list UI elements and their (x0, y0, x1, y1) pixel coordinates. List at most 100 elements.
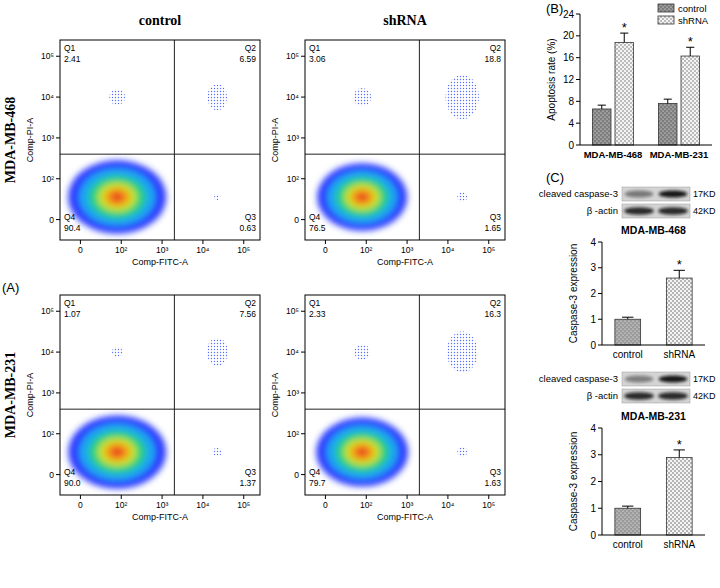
category-label: MDA-MB-468 (584, 149, 643, 160)
loading-band (658, 392, 688, 400)
quadrant-name: Q1 (309, 298, 321, 308)
quadrant-value: 2.41 (64, 54, 81, 64)
x-tick-label: 10² (115, 500, 127, 510)
y-tick-label: 8 (568, 96, 574, 107)
density-level (68, 415, 166, 488)
x-tick-label: 10⁴ (196, 245, 209, 255)
x-axis (580, 145, 712, 146)
density-level (104, 188, 129, 207)
blot-size: 42KD (693, 206, 716, 216)
plot-area (615, 450, 692, 535)
density-cloud (68, 160, 166, 233)
quadrant-value: 7.56 (239, 309, 256, 319)
event-cloud (457, 192, 467, 202)
quadrant-value: 90.4 (64, 223, 81, 233)
y-tick (576, 79, 580, 80)
event-cloud (353, 88, 371, 106)
density-level (336, 177, 388, 216)
column-title: control (139, 13, 182, 28)
y-tick-label: 10⁴ (286, 92, 299, 102)
figure: (A)(B)(C)controlshRNAMDA-MB-468MDA-MB-23… (0, 0, 720, 588)
gate-line (305, 154, 505, 155)
panel-label: (B) (546, 1, 563, 16)
density-cloud (316, 418, 408, 487)
y-tick-label: 24 (563, 9, 575, 20)
category-label: control (613, 349, 643, 360)
plot-background (60, 295, 260, 495)
panel-label: (C) (546, 170, 564, 185)
quadrant-name: Q2 (490, 298, 502, 308)
y-tick-label: 10³ (42, 388, 54, 398)
x-axis-title: Comp-FITC-A (377, 512, 433, 522)
y-tick (598, 508, 602, 509)
plot-area (305, 40, 505, 240)
bar (659, 104, 677, 145)
x-tick-label: 0 (78, 245, 83, 255)
x-tick (202, 495, 203, 499)
quadrant-name: Q3 (490, 212, 502, 222)
x-tick-label: 10⁴ (196, 500, 209, 510)
quadrant-name: Q3 (490, 467, 502, 477)
x-tick (407, 495, 408, 499)
gate-line (419, 40, 420, 240)
plot-frame (60, 295, 260, 495)
target-band (625, 190, 654, 197)
density-level (344, 184, 380, 211)
category-label: control (613, 539, 643, 550)
y-tick (598, 267, 602, 268)
plot-background (305, 295, 505, 495)
y-tick-label: 10⁵ (286, 51, 299, 61)
y-tick (56, 137, 60, 138)
quadrant-value: 6.59 (239, 54, 256, 64)
blot-label: cleaved caspase-3 (539, 188, 618, 199)
y-tick-label: 10⁴ (41, 347, 54, 357)
y-tick-label: 3 (590, 449, 596, 460)
density-level (336, 432, 389, 472)
x-tick (447, 240, 448, 244)
y-tick (576, 123, 580, 124)
quadrant-name: Q2 (245, 298, 257, 308)
category-label: shRNA (663, 539, 695, 550)
legend-label: shRNA (678, 15, 709, 26)
blot-label: cleaved caspase-3 (539, 373, 618, 384)
x-tick-label: 10³ (156, 245, 168, 255)
x-tick (243, 495, 244, 499)
x-tick-label: 10² (360, 245, 372, 255)
y-axis-title: Comp-PI-A (25, 373, 35, 418)
x-tick (366, 495, 367, 499)
plot-area (305, 295, 505, 495)
quadrant-name: Q4 (309, 212, 321, 222)
gate-line (174, 295, 175, 495)
blot-size: 42KD (693, 391, 716, 401)
x-tick-label: 10⁴ (441, 245, 454, 255)
x-tick (488, 495, 489, 499)
x-axis (602, 345, 705, 346)
x-tick-label: 10² (115, 245, 127, 255)
density-cloud (68, 415, 166, 488)
y-tick (576, 101, 580, 102)
event-cloud (207, 84, 227, 110)
gate-line (419, 295, 420, 495)
quadrant-name: Q4 (64, 467, 76, 477)
x-axis-title: Comp-FITC-A (377, 257, 433, 267)
density-level (356, 448, 368, 457)
density-level (79, 168, 155, 225)
blot-strip (622, 389, 690, 403)
plot-area (60, 295, 260, 495)
significance-mark: * (622, 20, 627, 35)
y-tick (576, 145, 580, 146)
y-tick-label: 0 (590, 340, 596, 351)
density-level (89, 431, 146, 474)
density-level (327, 171, 397, 224)
target-band (659, 375, 688, 382)
x-tick (162, 240, 163, 244)
bar (615, 508, 641, 535)
gate-line (60, 409, 260, 410)
loading-band (624, 392, 654, 400)
x-tick-label: 0 (323, 245, 328, 255)
bar (666, 278, 692, 345)
y-tick-label: 2 (590, 288, 596, 299)
blot-size: 17KD (693, 189, 716, 199)
y-tick (598, 242, 602, 243)
y-tick (576, 35, 580, 36)
